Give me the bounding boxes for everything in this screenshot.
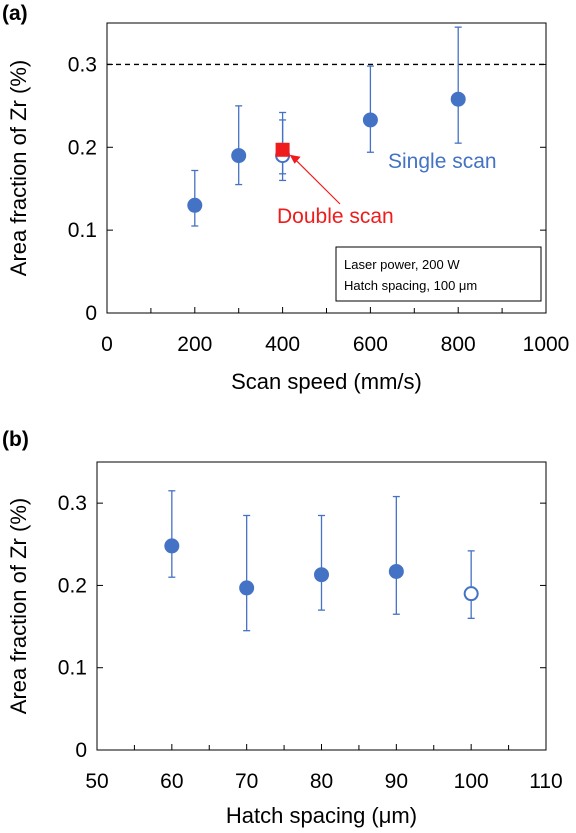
y-tick-label: 0.1 xyxy=(68,219,97,242)
y-tick-label: 0 xyxy=(75,739,87,762)
data-point xyxy=(362,112,378,128)
x-tick-label: 90 xyxy=(385,770,408,793)
double-scan-arrowhead xyxy=(289,154,301,164)
y-tick-label: 0.2 xyxy=(68,136,97,159)
double-scan-label: Double scan xyxy=(277,205,394,228)
y-tick-label: 0 xyxy=(85,302,97,325)
x-tick-label: 70 xyxy=(235,770,258,793)
single-scan-label: Single scan xyxy=(388,150,497,173)
x-tick-label: 400 xyxy=(265,333,300,356)
y-axis-title: Area fraction of Zr (%) xyxy=(6,498,31,714)
data-point xyxy=(164,538,180,554)
y-tick-label: 0.3 xyxy=(68,53,97,76)
data-point-square xyxy=(275,142,290,157)
x-tick-label: 80 xyxy=(310,770,333,793)
data-point xyxy=(450,91,466,107)
x-tick-label: 60 xyxy=(160,770,183,793)
x-tick-label: 800 xyxy=(441,333,476,356)
panel-label: (a) xyxy=(2,2,28,25)
data-point-open xyxy=(463,586,479,602)
chart-panel-b: (b) 0 0.1 0.2 0.3 50 60 70 80 90 100 110 Hatch spaci… xyxy=(2,428,563,828)
x-tick-label: 110 xyxy=(529,770,562,793)
conditions-box xyxy=(335,246,542,302)
x-tick-label: 600 xyxy=(353,333,388,356)
chart-panel-a: (a) 0 0.1 0.2 0.3 0 200 400 600 800 1000 Scan speed… xyxy=(2,2,569,394)
data-point xyxy=(314,567,329,583)
x-tick-label: 50 xyxy=(85,770,108,793)
x-tick-label: 0 xyxy=(101,333,113,356)
y-tick-label: 0.2 xyxy=(58,574,87,597)
data-point xyxy=(388,563,404,579)
y-axis-title: Area fraction of Zr (%) xyxy=(6,60,31,276)
y-tick-label: 0.3 xyxy=(58,492,87,515)
conditions-line: Hatch spacing, 100 μm xyxy=(344,278,477,293)
data-point xyxy=(187,197,203,213)
panel-label: (b) xyxy=(2,428,29,451)
data-point xyxy=(239,580,255,596)
data-point xyxy=(231,148,247,164)
conditions-line: Laser power, 200 W xyxy=(344,257,460,272)
double-scan-arrow xyxy=(295,159,341,205)
x-tick-label: 1000 xyxy=(523,333,570,356)
y-tick-label: 0.1 xyxy=(58,657,87,680)
x-tick-label: 200 xyxy=(177,333,212,356)
x-axis-title: Scan speed (mm/s) xyxy=(231,369,422,394)
x-axis-title: Hatch spacing (μm) xyxy=(226,803,417,828)
x-tick-label: 100 xyxy=(454,770,489,793)
